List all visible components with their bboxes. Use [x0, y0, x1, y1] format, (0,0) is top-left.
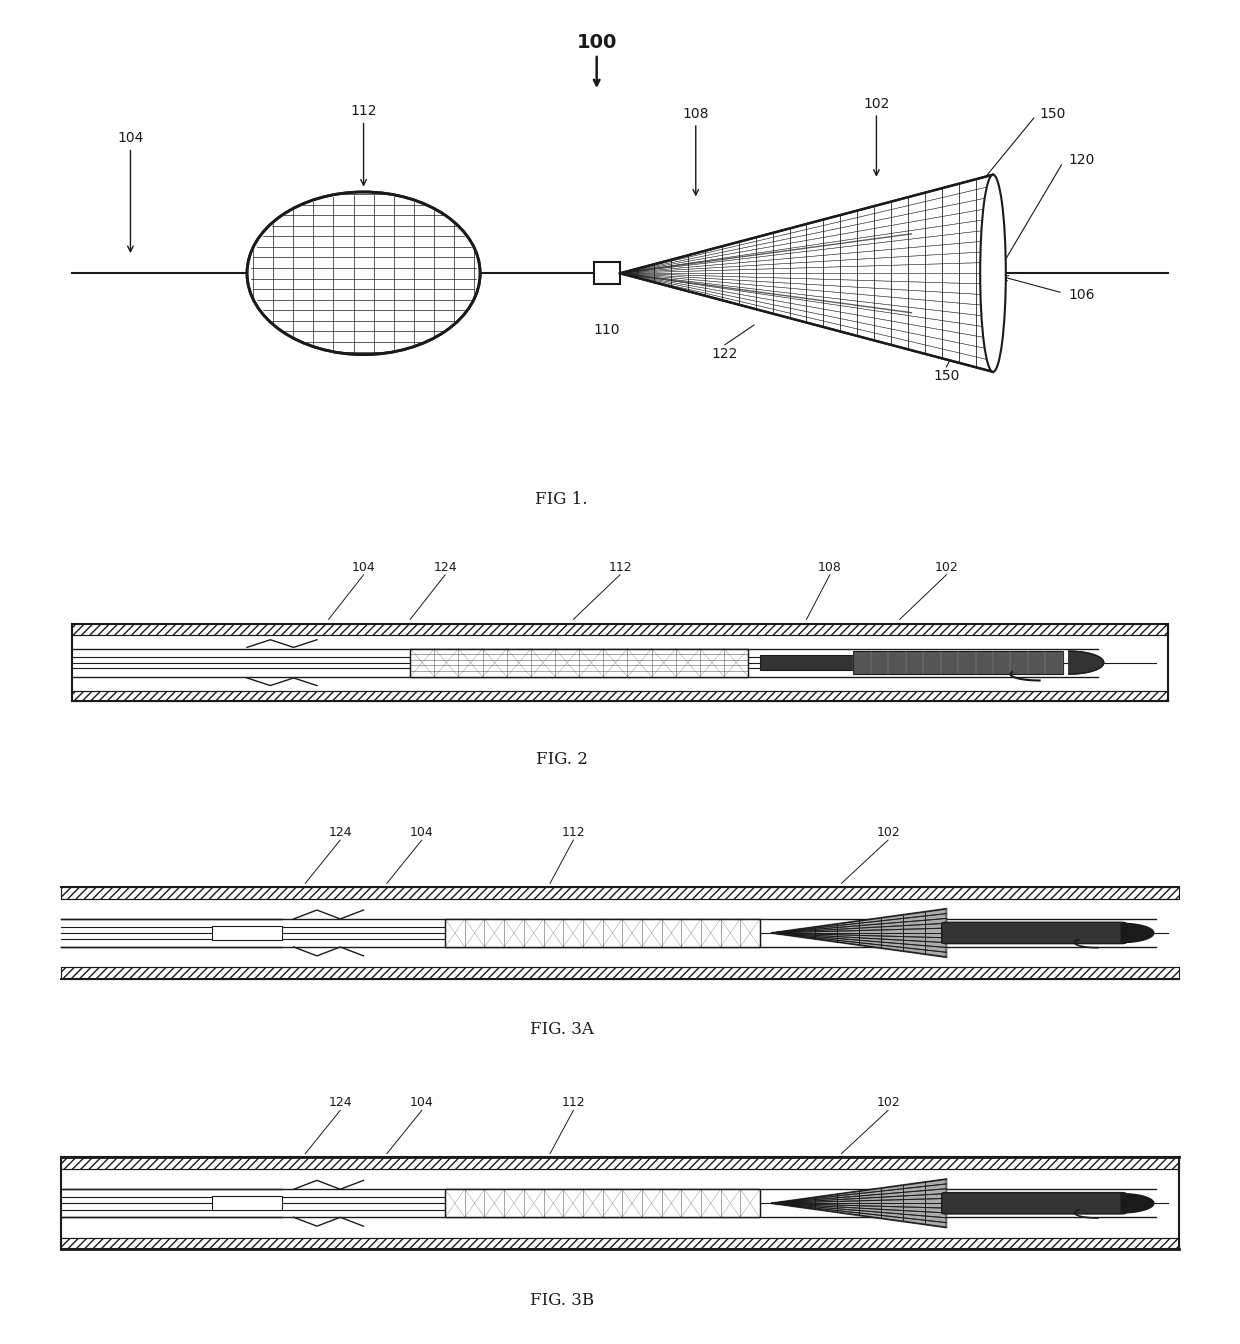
- Text: 120: 120: [1069, 153, 1095, 167]
- Bar: [72, 691, 1168, 700]
- Text: 106: 106: [1069, 289, 1095, 302]
- Bar: [853, 652, 1063, 675]
- Text: FIG. 3B: FIG. 3B: [529, 1292, 594, 1309]
- Bar: [445, 919, 760, 948]
- Text: 102: 102: [935, 560, 959, 574]
- Bar: [72, 625, 1168, 634]
- Polygon shape: [771, 1179, 946, 1227]
- Bar: [410, 649, 748, 676]
- Text: 110: 110: [594, 323, 620, 336]
- Bar: [445, 1189, 760, 1218]
- Text: 100: 100: [577, 32, 616, 51]
- Polygon shape: [771, 909, 946, 957]
- Text: 112: 112: [562, 825, 585, 839]
- Text: 112: 112: [351, 103, 377, 118]
- Bar: [445, 919, 760, 948]
- Text: 124: 124: [329, 1097, 352, 1109]
- Polygon shape: [1121, 1193, 1154, 1212]
- Ellipse shape: [980, 175, 1006, 372]
- Text: 122: 122: [712, 347, 738, 362]
- Bar: [445, 1189, 760, 1218]
- Text: 108: 108: [682, 106, 709, 121]
- Polygon shape: [771, 909, 946, 957]
- Text: 150: 150: [934, 370, 960, 383]
- Text: FIG. 2: FIG. 2: [536, 751, 588, 767]
- Bar: [61, 1157, 1179, 1169]
- Text: 104: 104: [410, 825, 434, 839]
- Bar: [410, 649, 748, 676]
- Text: 104: 104: [352, 560, 376, 574]
- Text: 112: 112: [608, 560, 632, 574]
- Bar: [212, 926, 281, 939]
- Polygon shape: [771, 1179, 946, 1227]
- FancyBboxPatch shape: [941, 1192, 1126, 1214]
- Text: 102: 102: [877, 825, 900, 839]
- Text: 124: 124: [329, 825, 352, 839]
- Bar: [61, 887, 1179, 899]
- Polygon shape: [1121, 923, 1154, 942]
- Bar: [760, 655, 853, 671]
- Text: FIG 1.: FIG 1.: [536, 492, 588, 508]
- Polygon shape: [620, 175, 993, 372]
- Bar: [61, 1169, 1179, 1238]
- Text: 112: 112: [562, 1097, 585, 1109]
- Ellipse shape: [247, 192, 480, 355]
- Text: 102: 102: [877, 1097, 900, 1109]
- Polygon shape: [1069, 652, 1104, 675]
- Bar: [61, 899, 1179, 968]
- Text: 124: 124: [433, 560, 458, 574]
- Text: FIG. 3A: FIG. 3A: [529, 1021, 594, 1038]
- Text: 104: 104: [118, 132, 144, 145]
- FancyBboxPatch shape: [941, 922, 1126, 943]
- Text: 108: 108: [818, 560, 842, 574]
- Text: 104: 104: [410, 1097, 434, 1109]
- Bar: [594, 262, 620, 284]
- Text: 102: 102: [863, 97, 889, 110]
- Bar: [212, 1196, 281, 1211]
- Text: 150: 150: [1039, 106, 1066, 121]
- Bar: [61, 968, 1179, 978]
- Bar: [61, 1238, 1179, 1249]
